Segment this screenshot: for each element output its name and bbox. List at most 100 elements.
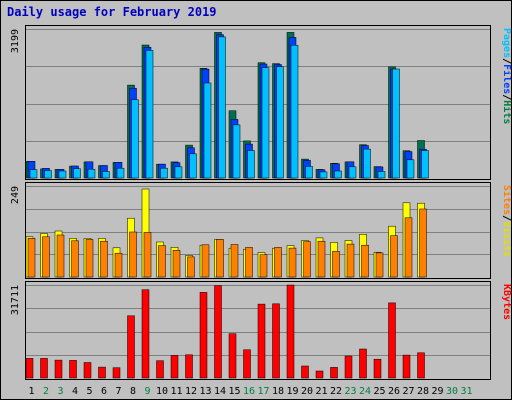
kbytes-bar-kbytes-day-25 [373,358,382,379]
day-label-19: 19 [286,386,298,397]
day-label-27: 27 [402,386,414,397]
hits-bar-pages-day-14 [218,36,226,179]
day-label-2: 2 [43,386,49,397]
day-label-30: 30 [446,386,458,397]
hits-bar-pages-day-12 [189,153,197,179]
day-label-10: 10 [156,386,168,397]
hits-bar-pages-day-2 [44,170,52,179]
kbytes-bar-kbytes-day-2 [40,358,48,379]
visits-bar-sites-day-9 [143,232,152,278]
kbytes-bar-kbytes-day-24 [359,348,367,379]
hits-bar-pages-day-21 [319,171,328,179]
day-label-17: 17 [257,386,269,397]
hits-bar-pages-day-1 [29,169,38,179]
day-label-22: 22 [330,386,342,397]
kbytes-bar-kbytes-day-1 [25,358,34,379]
visits-bar-sites-day-10 [158,245,166,278]
kbytes-bar-kbytes-day-14 [214,285,222,379]
hits-bar-pages-day-27 [406,159,415,179]
kbytes-bar-kbytes-day-22 [330,367,338,379]
day-label-15: 15 [228,386,240,397]
day-label-3: 3 [57,386,63,397]
visits-legend-item: Sites [501,185,511,215]
kbytes-bar-kbytes-day-12 [185,354,193,379]
kbytes-bar-kbytes-day-13 [199,292,208,379]
hits-legend-item: Pages [501,28,511,58]
kbytes-bar-kbytes-day-6 [98,366,106,379]
visits-bar-sites-day-22 [332,251,340,278]
hits-bar-pages-day-10 [160,167,168,179]
kbytes-panel-border [25,281,491,380]
hits-bar-pages-day-5 [87,168,96,179]
visits-bar-sites-day-25 [375,252,384,278]
hits-bar-pages-day-23 [348,166,357,179]
kbytes-bar-kbytes-day-11 [170,355,179,379]
hits-legend-item: / [501,94,511,100]
day-label-28: 28 [417,386,429,397]
visits-bar-sites-day-26 [390,235,398,278]
chart-title: Daily usage for February 2019 [7,5,217,19]
day-label-12: 12 [185,386,197,397]
kbytes-bar-kbytes-day-9 [141,289,150,379]
kbytes-bar-kbytes-day-5 [83,362,92,379]
hits-legend: Pages/Files/Hits [501,28,511,124]
kbytes-bar-kbytes-day-17 [257,303,266,379]
visits-bar-sites-day-2 [42,236,50,278]
hits-bar-pages-day-9 [145,50,154,179]
kbytes-bar-kbytes-day-20 [301,365,309,379]
day-label-26: 26 [388,386,400,397]
hits-bar-pages-day-16 [247,150,255,179]
hits-bar-pages-day-22 [334,170,342,179]
hits-bar-pages-day-15 [232,124,241,179]
hits-bar-pages-day-24 [363,148,371,179]
visits-legend-item: / [501,215,511,221]
visits-bar-sites-day-21 [317,240,326,278]
visits-legend-item: Visits [501,221,511,257]
kbytes-bar-kbytes-day-7 [112,367,121,379]
day-label-31: 31 [460,386,472,397]
hits-legend-item: Hits [501,100,511,124]
visits-bar-sites-day-23 [346,243,355,278]
day-label-8: 8 [130,386,136,397]
kbytes-bar-kbytes-day-3 [54,359,63,379]
visits-bar-sites-day-16 [245,247,253,278]
visits-bar-sites-day-13 [201,244,210,278]
hits-scale-max-label: 3199 [10,29,21,53]
visits-legend: Sites/Visits [501,185,511,257]
kbytes-bar-kbytes-day-10 [156,360,164,379]
day-label-7: 7 [115,386,121,397]
hits-bar-pages-day-20 [305,166,313,179]
day-label-18: 18 [272,386,284,397]
kbytes-bar-kbytes-day-4 [69,360,77,379]
visits-panel-border [25,182,491,279]
day-label-16: 16 [243,386,255,397]
hits-panel-border [25,25,491,180]
kbytes-bar-kbytes-day-8 [127,315,135,379]
kbytes-bar-kbytes-day-21 [315,370,324,379]
hits-bar-pages-day-8 [131,99,139,179]
hits-bar-pages-day-25 [377,171,386,179]
hits-bar-pages-day-7 [116,167,125,179]
day-label-11: 11 [170,386,182,397]
visits-bar-sites-day-24 [361,244,369,278]
visits-bar-sites-day-15 [230,244,239,278]
kbytes-bar-kbytes-day-19 [286,284,295,379]
day-label-1: 1 [28,386,34,397]
visits-bar-sites-day-28 [419,208,427,278]
visits-bar-sites-day-1 [27,238,36,278]
visits-bar-sites-day-14 [216,239,224,278]
visits-bar-sites-day-19 [288,247,297,278]
day-label-14: 14 [214,386,226,397]
kbytes-bar-kbytes-day-28 [417,352,425,379]
kbytes-bar-kbytes-day-23 [344,355,353,379]
kbytes-bar-kbytes-day-27 [402,354,411,379]
hits-bar-pages-day-13 [203,82,212,179]
hits-bar-pages-day-3 [58,170,67,179]
day-label-24: 24 [359,386,371,397]
visits-bar-sites-day-6 [100,240,108,278]
visits-bar-sites-day-27 [404,217,413,278]
kbytes-bar-kbytes-day-26 [388,302,396,379]
hits-bar-pages-day-19 [290,45,299,179]
